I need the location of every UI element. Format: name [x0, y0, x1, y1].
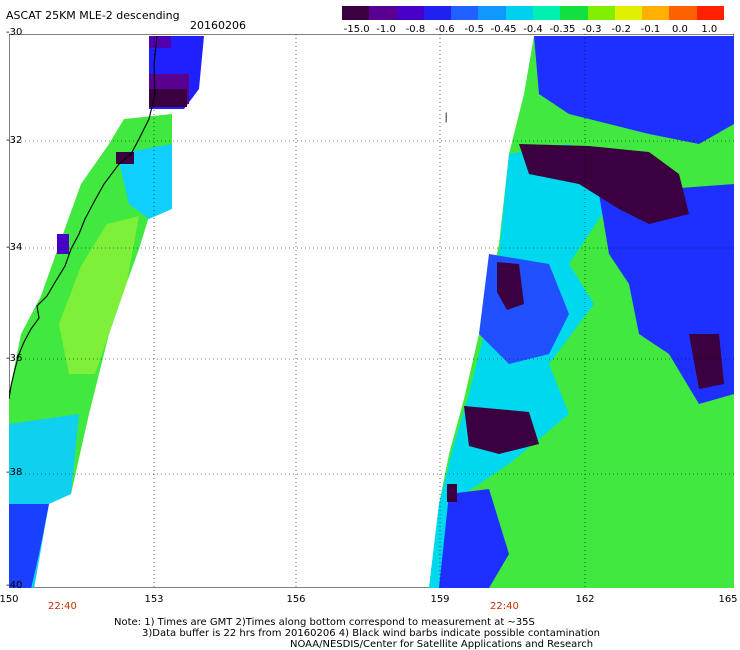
- color-swatch: [669, 6, 697, 20]
- right-swath-purple-sw: [464, 406, 539, 454]
- chart-title: ASCAT 25KM MLE-2 descending: [6, 9, 180, 22]
- color-swatch: [560, 6, 588, 20]
- color-scale-labels: -15.0 -1.0 -0.8 -0.6 -0.5 -0.45 -0.4 -0.35 -0.3-…: [330, 24, 730, 36]
- color-scale-label: -1.0: [376, 24, 396, 35]
- right-swath-purple-east: [689, 334, 724, 389]
- lat-label-34: -34: [6, 242, 23, 253]
- lat-label-30: -30: [6, 27, 23, 38]
- lon-label-156: 156: [286, 594, 306, 605]
- chart-date: 20160206: [190, 19, 246, 32]
- left-swath-purple-4: [57, 234, 69, 254]
- lat-label-38: -38: [6, 467, 23, 478]
- right-swath-dark-west: [447, 484, 457, 502]
- note-line-2: 3)Data buffer is 22 hrs from 20160206 4)…: [142, 628, 600, 639]
- color-swatch: [532, 6, 561, 20]
- lon-label-153: 153: [144, 594, 164, 605]
- mle-map: ❘: [9, 34, 734, 588]
- color-swatch: [451, 6, 479, 20]
- color-swatch: [478, 6, 506, 20]
- color-scale-label: 1.0: [701, 24, 718, 35]
- color-swatch: [614, 6, 643, 20]
- color-scale-label: -0.2: [611, 24, 631, 35]
- left-swath-purple-1: [149, 36, 171, 48]
- color-swatch: [396, 6, 424, 20]
- color-scale-label: -0.5: [464, 24, 484, 35]
- color-scale-label: -0.8: [405, 24, 426, 35]
- color-scale-label: -0.6: [435, 24, 455, 35]
- color-swatch: [342, 6, 370, 20]
- time-label-left: 22:40: [48, 601, 77, 612]
- color-scale-label: -0.1: [640, 24, 661, 35]
- right-swath-blue-north: [534, 36, 734, 144]
- lon-label-150: 150: [0, 594, 19, 605]
- note-line-1: Note: 1) Times are GMT 2)Times along bot…: [114, 617, 535, 628]
- left-swath-lime: [59, 216, 139, 374]
- left-swath: [9, 35, 204, 588]
- color-swatch: [587, 6, 615, 20]
- color-swatch: [369, 6, 397, 20]
- time-label-right: 22:40: [490, 601, 519, 612]
- color-scale-label: 0.0: [671, 24, 688, 35]
- color-scale-label: -0.35: [549, 24, 576, 35]
- lat-label-32: -32: [6, 135, 23, 146]
- lat-label-36: -36: [6, 353, 23, 364]
- color-scale-label: -0.45: [490, 24, 517, 35]
- color-scale-bar: [342, 6, 724, 20]
- lon-label-159: 159: [430, 594, 450, 605]
- right-swath-purple: [519, 144, 689, 224]
- color-scale-label: -0.4: [523, 24, 543, 35]
- coastline: [9, 35, 158, 400]
- left-swath-dark: [149, 89, 187, 107]
- graticule: [9, 34, 734, 588]
- right-swath: ❘: [429, 36, 734, 588]
- color-scale-label: -0.3: [582, 24, 602, 35]
- color-scale-label: -15.0: [343, 24, 370, 35]
- right-swath-blue-sw: [439, 489, 509, 588]
- color-swatch: [642, 6, 670, 20]
- lat-label-40: -40: [6, 580, 23, 591]
- lon-label-162: 162: [575, 594, 595, 605]
- right-swath-purple-mid: [497, 262, 524, 310]
- note-line-3: NOAA/NESDIS/Center for Satellite Applica…: [290, 639, 594, 650]
- color-swatch: [696, 6, 724, 20]
- right-swath-cyan: [429, 144, 609, 588]
- color-swatch: [423, 6, 452, 20]
- lon-label-165: 165: [718, 594, 738, 605]
- coastal-marker: ❘: [442, 112, 450, 123]
- left-swath-blue: [9, 504, 49, 588]
- color-swatch: [505, 6, 533, 20]
